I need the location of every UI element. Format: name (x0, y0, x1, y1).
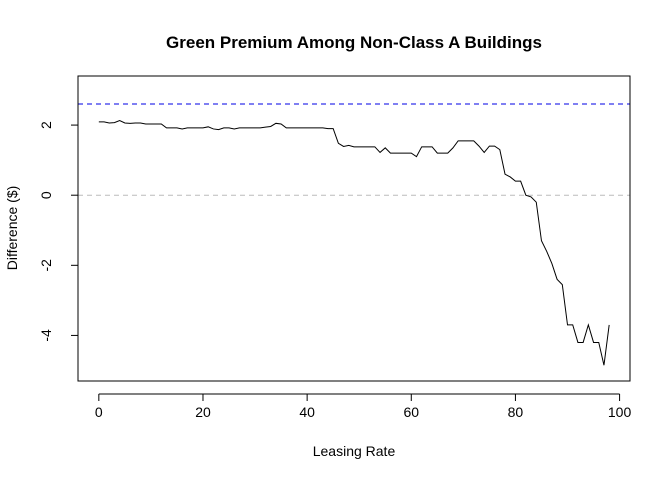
x-tick-label: 80 (508, 404, 524, 420)
y-tick-label: 0 (38, 191, 54, 199)
series-line (98, 119, 610, 366)
x-axis: 0 20 40 60 80 100 (95, 393, 632, 420)
x-tick-label: 20 (195, 404, 211, 420)
plot-frame (77, 75, 631, 382)
x-axis-label: Leasing Rate (313, 443, 396, 459)
chart-title: Green Premium Among Non-Class A Building… (166, 33, 542, 52)
x-tick-label: 100 (608, 404, 632, 420)
x-tick-label: 60 (403, 404, 419, 420)
y-axis: -4 -2 0 2 (38, 121, 79, 342)
x-tick-label: 0 (95, 404, 103, 420)
y-tick-label: -4 (38, 329, 54, 342)
x-tick-label: 40 (299, 404, 315, 420)
y-axis-label: Difference ($) (4, 186, 20, 271)
reference-lines (78, 103, 630, 196)
y-tick-label: 2 (38, 121, 54, 129)
y-tick-label: -2 (38, 259, 54, 272)
